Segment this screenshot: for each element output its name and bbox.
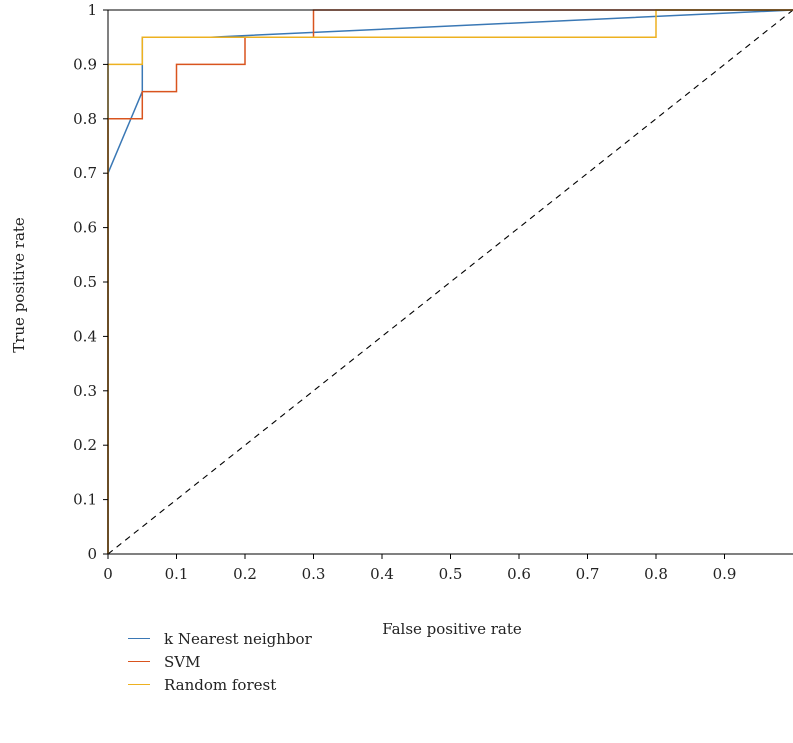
- y-tick-label: 0: [87, 545, 97, 563]
- x-tick-label: 0.7: [576, 565, 600, 583]
- x-tick-label: 0: [103, 565, 113, 583]
- y-tick-label: 0.4: [73, 327, 97, 345]
- y-tick-label: 0.9: [73, 55, 97, 73]
- legend-item-random-forest: Random forest: [128, 673, 312, 696]
- x-tick-label: 0.9: [713, 565, 737, 583]
- legend-label-knn: k Nearest neighbor: [164, 629, 312, 648]
- legend-label-random-forest: Random forest: [164, 675, 277, 694]
- chance-diagonal-line: [107, 9, 793, 555]
- legend-item-svm: SVM: [128, 650, 312, 673]
- y-tick-label: 1: [87, 1, 97, 19]
- legend: k Nearest neighbor SVM Random forest: [128, 627, 312, 696]
- legend-swatch-random-forest: [128, 684, 150, 685]
- x-tick-label: 0.1: [165, 565, 189, 583]
- x-tick-label: 0.6: [507, 565, 531, 583]
- y-tick-label: 0.6: [73, 219, 97, 237]
- legend-item-knn: k Nearest neighbor: [128, 627, 312, 650]
- y-tick-label: 0.7: [73, 164, 97, 182]
- series-layer: [107, 9, 793, 555]
- ticks-layer: 0 0.1 0.2 0.3 0.4 0.5 0.6 0.7 0.8 0.9 0 0.1 0.2 0.3 0.…: [73, 1, 736, 583]
- legend-swatch-knn: [128, 638, 150, 639]
- y-tick-label: 0.8: [73, 110, 97, 128]
- x-tick-label: 0.8: [644, 565, 668, 583]
- x-tick-label: 0.3: [302, 565, 326, 583]
- x-tick-label: 0.2: [233, 565, 257, 583]
- x-tick-label: 0.4: [370, 565, 394, 583]
- legend-swatch-svm: [128, 661, 150, 662]
- y-tick-label: 0.2: [73, 436, 97, 454]
- x-axis-title: False positive rate: [382, 620, 522, 638]
- legend-label-svm: SVM: [164, 652, 201, 671]
- svm-roc-line: [107, 9, 793, 554]
- y-tick-label: 0.5: [73, 273, 97, 291]
- x-tick-label: 0.5: [439, 565, 463, 583]
- y-tick-label: 0.1: [73, 491, 97, 509]
- y-axis-title: True positive rate: [10, 217, 28, 353]
- y-tick-label: 0.3: [73, 382, 97, 400]
